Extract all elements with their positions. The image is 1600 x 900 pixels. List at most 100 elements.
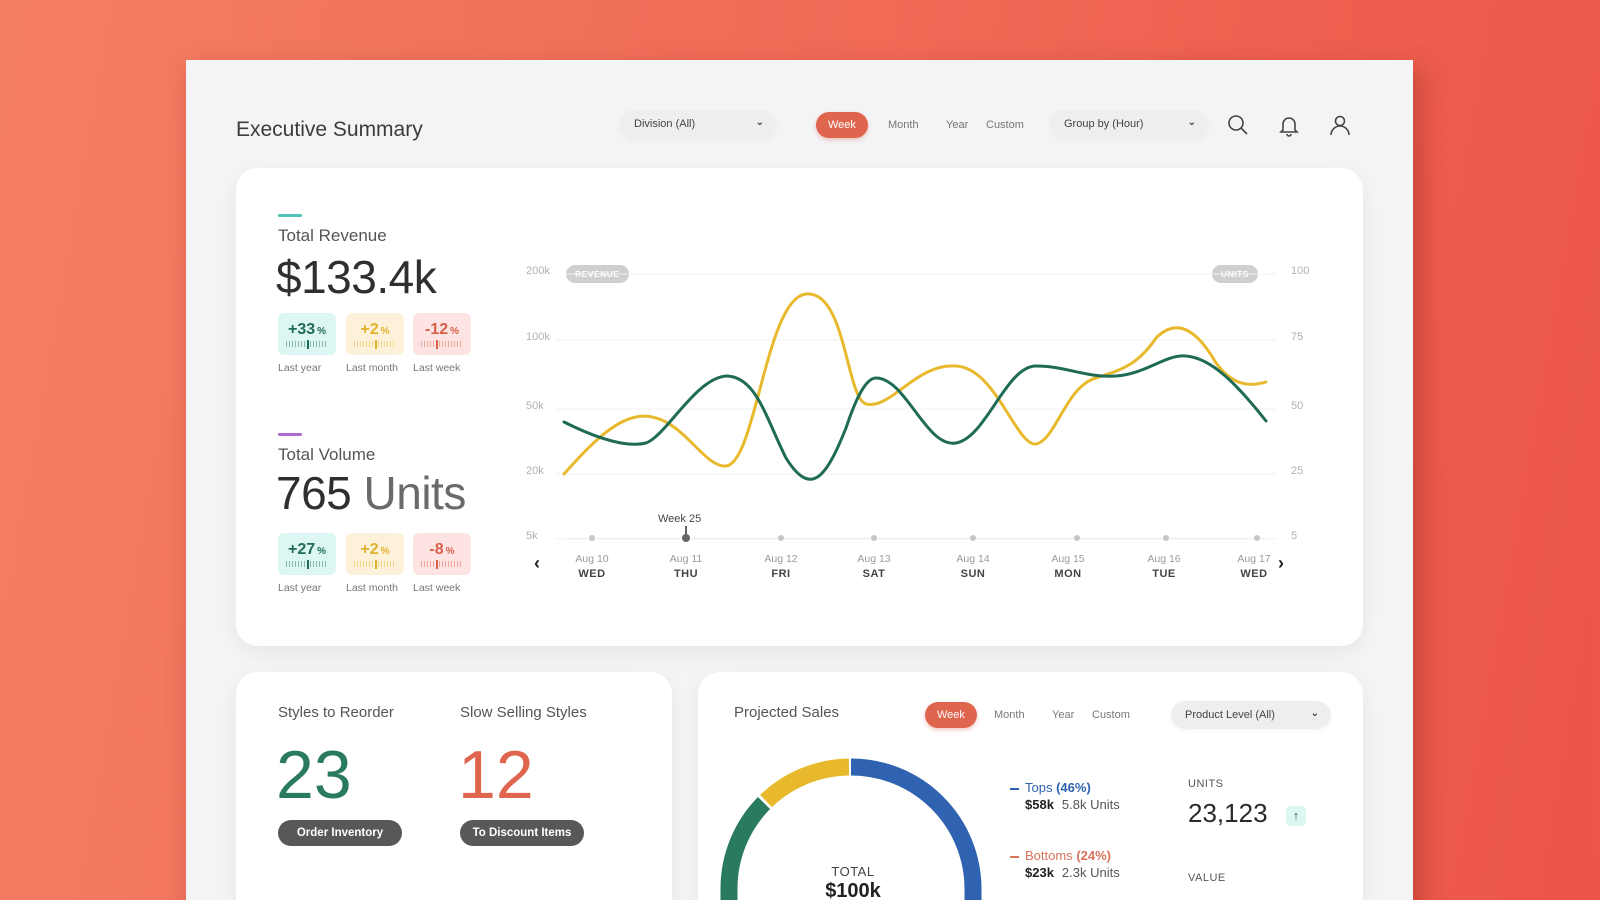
timeline-dot[interactable] <box>589 535 595 541</box>
order-inventory-button[interactable]: Order Inventory <box>278 820 402 846</box>
user-icon[interactable] <box>1328 113 1352 137</box>
bell-icon[interactable] <box>1277 113 1301 137</box>
timeline-dot[interactable] <box>970 535 976 541</box>
date-label[interactable]: Aug 10 WED <box>562 553 622 580</box>
proj-tab-custom[interactable]: Custom <box>1092 709 1130 721</box>
caption-last-week: Last week <box>413 582 461 594</box>
proj-tab-month[interactable]: Month <box>994 709 1025 721</box>
date-label[interactable]: Aug 14 SUN <box>943 553 1003 580</box>
change-unit: % <box>380 546 390 557</box>
tab-custom[interactable]: Custom <box>986 119 1024 131</box>
group-by-select[interactable]: Group by (Hour) ⌄ <box>1050 110 1208 138</box>
legend-units: 2.3k Units <box>1061 865 1120 880</box>
proj-tab-year[interactable]: Year <box>1052 709 1075 721</box>
legend-bottoms[interactable]: Bottoms (24%) $23k 2.3k Units <box>1010 848 1120 880</box>
product-level-value: Product Level (All) <box>1185 709 1275 721</box>
units-line <box>562 292 1268 476</box>
reorder-title: Styles to Reorder <box>278 704 394 721</box>
day-text: THU <box>673 568 699 580</box>
date-text: Aug 15 <box>1051 553 1085 565</box>
change-unit: % <box>445 546 455 557</box>
tick-marker <box>375 560 377 569</box>
chevron-left-icon[interactable]: ‹ <box>534 553 540 573</box>
caption-last-week: Last week <box>413 362 461 374</box>
tick-scale <box>421 561 463 567</box>
legend-pct: (46%) <box>1056 780 1091 795</box>
legend-value: $58k <box>1025 797 1054 812</box>
change-value: -8 <box>429 541 444 558</box>
date-text: Aug 17 <box>1237 553 1271 565</box>
right-axis-tick: 5 <box>1291 530 1298 542</box>
date-label[interactable]: Aug 15 MON <box>1038 553 1098 580</box>
tab-year[interactable]: Year <box>946 119 969 131</box>
tick-marker <box>436 340 439 349</box>
date-text: Aug 10 <box>575 553 609 565</box>
legend-swatch <box>1010 855 1019 858</box>
line-chart <box>556 273 1276 540</box>
units-label: UNITS <box>1188 778 1224 790</box>
timeline-track <box>566 538 1266 539</box>
legend-tops[interactable]: Tops (46%) $58k 5.8k Units <box>1010 780 1120 812</box>
page-title: Executive Summary <box>236 118 423 141</box>
donut-chart <box>720 758 982 900</box>
day-text: FRI <box>771 568 791 580</box>
reorder-count: 23 <box>276 737 352 813</box>
left-axis-tick: 50k <box>526 400 544 412</box>
volume-change-week: -8% <box>413 533 471 575</box>
date-label[interactable]: Aug 17 WED <box>1224 553 1284 580</box>
date-label[interactable]: Aug 13 SAT <box>844 553 904 580</box>
day-text: SAT <box>862 568 886 580</box>
tab-week[interactable]: Week <box>816 112 868 138</box>
app-window: Executive Summary Division (All) ⌄ Week … <box>186 60 1413 900</box>
tick-marker <box>375 340 377 349</box>
timeline-dot-selected[interactable] <box>682 534 690 542</box>
timeline-dot[interactable] <box>871 535 877 541</box>
change-value: -12 <box>424 321 449 338</box>
donut-total-value: $100k <box>825 880 881 900</box>
timeline-dot[interactable] <box>1074 535 1080 541</box>
left-axis-tick: 20k <box>526 465 544 477</box>
slow-title: Slow Selling Styles <box>460 704 587 721</box>
value-label: VALUE <box>1188 872 1226 884</box>
left-axis-tick: 5k <box>526 530 538 542</box>
day-text: SUN <box>960 568 986 580</box>
discount-items-button[interactable]: To Discount Items <box>460 820 584 846</box>
tick-marker <box>307 340 309 349</box>
day-text: WED <box>578 568 606 580</box>
legend-units: 5.8k Units <box>1061 797 1120 812</box>
date-label[interactable]: Aug 12 FRI <box>751 553 811 580</box>
volume-change-month: +2% <box>346 533 404 575</box>
header: Executive Summary Division (All) ⌄ Week … <box>186 60 1413 200</box>
right-axis-tick: 100 <box>1291 265 1310 277</box>
donut-total-label: TOTAL <box>831 864 875 879</box>
division-select[interactable]: Division (All) ⌄ <box>620 110 776 138</box>
arrow-up-icon: ↑ <box>1286 806 1306 826</box>
timeline-dot[interactable] <box>778 535 784 541</box>
caption-last-year: Last year <box>278 582 322 594</box>
timeline-dot[interactable] <box>1163 535 1169 541</box>
proj-tab-week[interactable]: Week <box>925 702 977 728</box>
legend-swatch <box>1010 787 1019 790</box>
caption-last-month: Last month <box>346 362 398 374</box>
units-value: 23,123 <box>1188 798 1268 828</box>
date-text: Aug 11 <box>669 553 703 565</box>
date-label[interactable]: Aug 16 TUE <box>1134 553 1194 580</box>
day-text: WED <box>1240 568 1268 580</box>
timeline-dot[interactable] <box>1254 535 1260 541</box>
projected-sales-card: Projected Sales Week Month Year Custom P… <box>698 672 1363 900</box>
volume-unit: Units <box>363 467 467 519</box>
left-axis-tick: 100k <box>526 331 550 343</box>
date-label[interactable]: Aug 11 THU <box>656 553 716 580</box>
search-icon[interactable] <box>1226 113 1250 137</box>
chevron-down-icon: ⌄ <box>1187 117 1196 128</box>
chevron-right-icon[interactable]: › <box>1278 553 1284 573</box>
revenue-change-week: -12% <box>413 313 471 355</box>
tick-marker <box>307 560 309 569</box>
revenue-line <box>562 354 1268 481</box>
chevron-down-icon: ⌄ <box>755 117 764 128</box>
product-level-select[interactable]: Product Level (All) ⌄ <box>1171 701 1331 729</box>
caption-last-month: Last month <box>346 582 398 594</box>
tick-marker <box>436 560 439 569</box>
tab-month[interactable]: Month <box>888 119 919 131</box>
revenue-value: $133.4k <box>276 251 437 303</box>
